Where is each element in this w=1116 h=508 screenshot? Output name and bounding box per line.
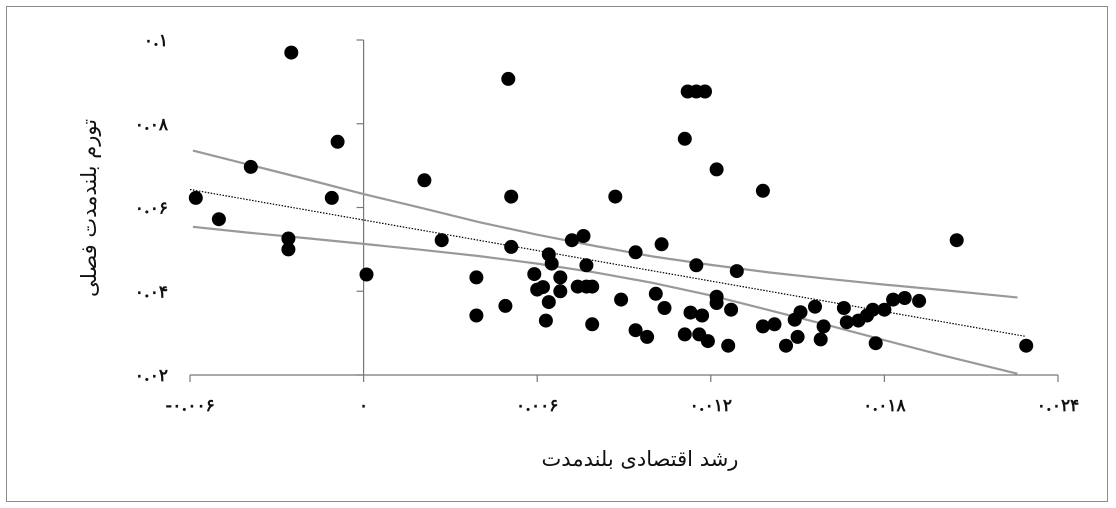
data-point xyxy=(281,242,296,257)
data-point xyxy=(865,302,880,317)
data-point xyxy=(504,239,519,254)
data-point xyxy=(527,267,542,282)
data-point xyxy=(324,190,339,205)
data-point xyxy=(709,296,724,310)
data-point xyxy=(683,305,698,320)
data-point xyxy=(469,270,484,285)
data-point xyxy=(640,329,655,344)
regression-line-group xyxy=(189,188,1027,338)
data-point xyxy=(695,308,710,323)
data-point xyxy=(544,256,559,271)
data-point xyxy=(498,298,513,313)
data-point xyxy=(657,301,672,315)
data-point xyxy=(779,338,793,353)
y-tick-label: ۰.۱ xyxy=(144,31,168,51)
x-tick-label: ۰.۰۰۶ xyxy=(516,396,558,416)
data-point xyxy=(579,258,594,273)
data-point xyxy=(564,233,579,248)
confidence-band-lines xyxy=(192,149,1018,375)
data-point xyxy=(816,319,831,334)
data-point xyxy=(553,270,568,285)
data-point xyxy=(504,189,519,204)
data-point xyxy=(677,327,692,342)
data-point xyxy=(877,302,892,317)
data-point xyxy=(188,190,203,205)
data-point xyxy=(417,173,432,188)
x-tick-label: ۰.۰۲۴ xyxy=(1037,396,1079,416)
data-point xyxy=(767,317,782,332)
data-point xyxy=(729,264,744,279)
data-point xyxy=(538,313,553,328)
data-point xyxy=(709,162,724,177)
data-point xyxy=(654,237,669,252)
data-point xyxy=(243,159,258,174)
x-axis-title: رشد اقتصادی بلندمدت xyxy=(542,447,739,471)
axes xyxy=(189,39,1059,382)
data-point xyxy=(813,332,828,347)
data-point xyxy=(585,279,600,294)
data-point xyxy=(949,233,964,248)
x-tick-label: ۰.۰۱۸ xyxy=(863,396,906,416)
data-point xyxy=(836,301,851,315)
data-point xyxy=(698,84,712,99)
data-point xyxy=(608,189,623,204)
data-point xyxy=(648,286,663,301)
data-point xyxy=(541,295,556,310)
data-point xyxy=(897,291,912,305)
data-point xyxy=(281,231,296,246)
data-point xyxy=(469,308,484,323)
data-point xyxy=(790,329,805,344)
data-point xyxy=(755,183,770,198)
confidence-band-upper xyxy=(192,149,1018,299)
x-tick-label: -۰.۰۰۶ xyxy=(165,396,215,416)
data-point xyxy=(839,315,854,330)
data-point xyxy=(614,292,629,307)
confidence-band-lower xyxy=(192,225,1018,375)
data-point xyxy=(628,245,643,260)
x-tick-label: ۰ xyxy=(359,396,368,416)
data-point xyxy=(330,134,345,149)
data-point xyxy=(628,323,643,338)
data-point xyxy=(553,284,568,299)
y-tick-label: ۰.۰۴ xyxy=(135,282,168,302)
x-tick-label: ۰.۰۱۲ xyxy=(690,396,732,416)
data-point xyxy=(912,293,927,308)
y-tick-label: ۰.۰۲ xyxy=(135,366,168,386)
data-point xyxy=(886,292,901,307)
data-point xyxy=(677,131,692,146)
data-point xyxy=(724,302,739,317)
y-tick-label: ۰.۰۶ xyxy=(135,199,168,219)
data-point xyxy=(689,258,704,273)
data-point xyxy=(585,317,600,332)
data-point xyxy=(284,45,299,60)
data-point xyxy=(359,267,374,282)
data-point xyxy=(536,280,550,295)
data-point xyxy=(808,299,822,314)
data-point xyxy=(1019,338,1034,353)
data-points xyxy=(188,45,1034,353)
regression-line xyxy=(189,188,1027,338)
data-point xyxy=(755,319,770,334)
data-point xyxy=(211,212,226,227)
data-point xyxy=(501,71,516,86)
data-point xyxy=(793,305,808,320)
y-axis-title: تورم بلندمدت فصلی xyxy=(77,119,101,297)
y-tick-label: ۰.۰۸ xyxy=(135,115,169,135)
data-point xyxy=(434,233,449,248)
data-point xyxy=(700,334,715,349)
data-point xyxy=(868,336,883,351)
data-point xyxy=(576,229,591,243)
data-point xyxy=(721,338,736,353)
tick-labels: -۰.۰۰۶ ۰ ۰.۰۰۶ ۰.۰۱۲ ۰.۰۱۸ ۰.۰۲۴ ۰.۰۲ ۰.۰۴ ۰.۰۶ ۰… xyxy=(135,31,1080,416)
